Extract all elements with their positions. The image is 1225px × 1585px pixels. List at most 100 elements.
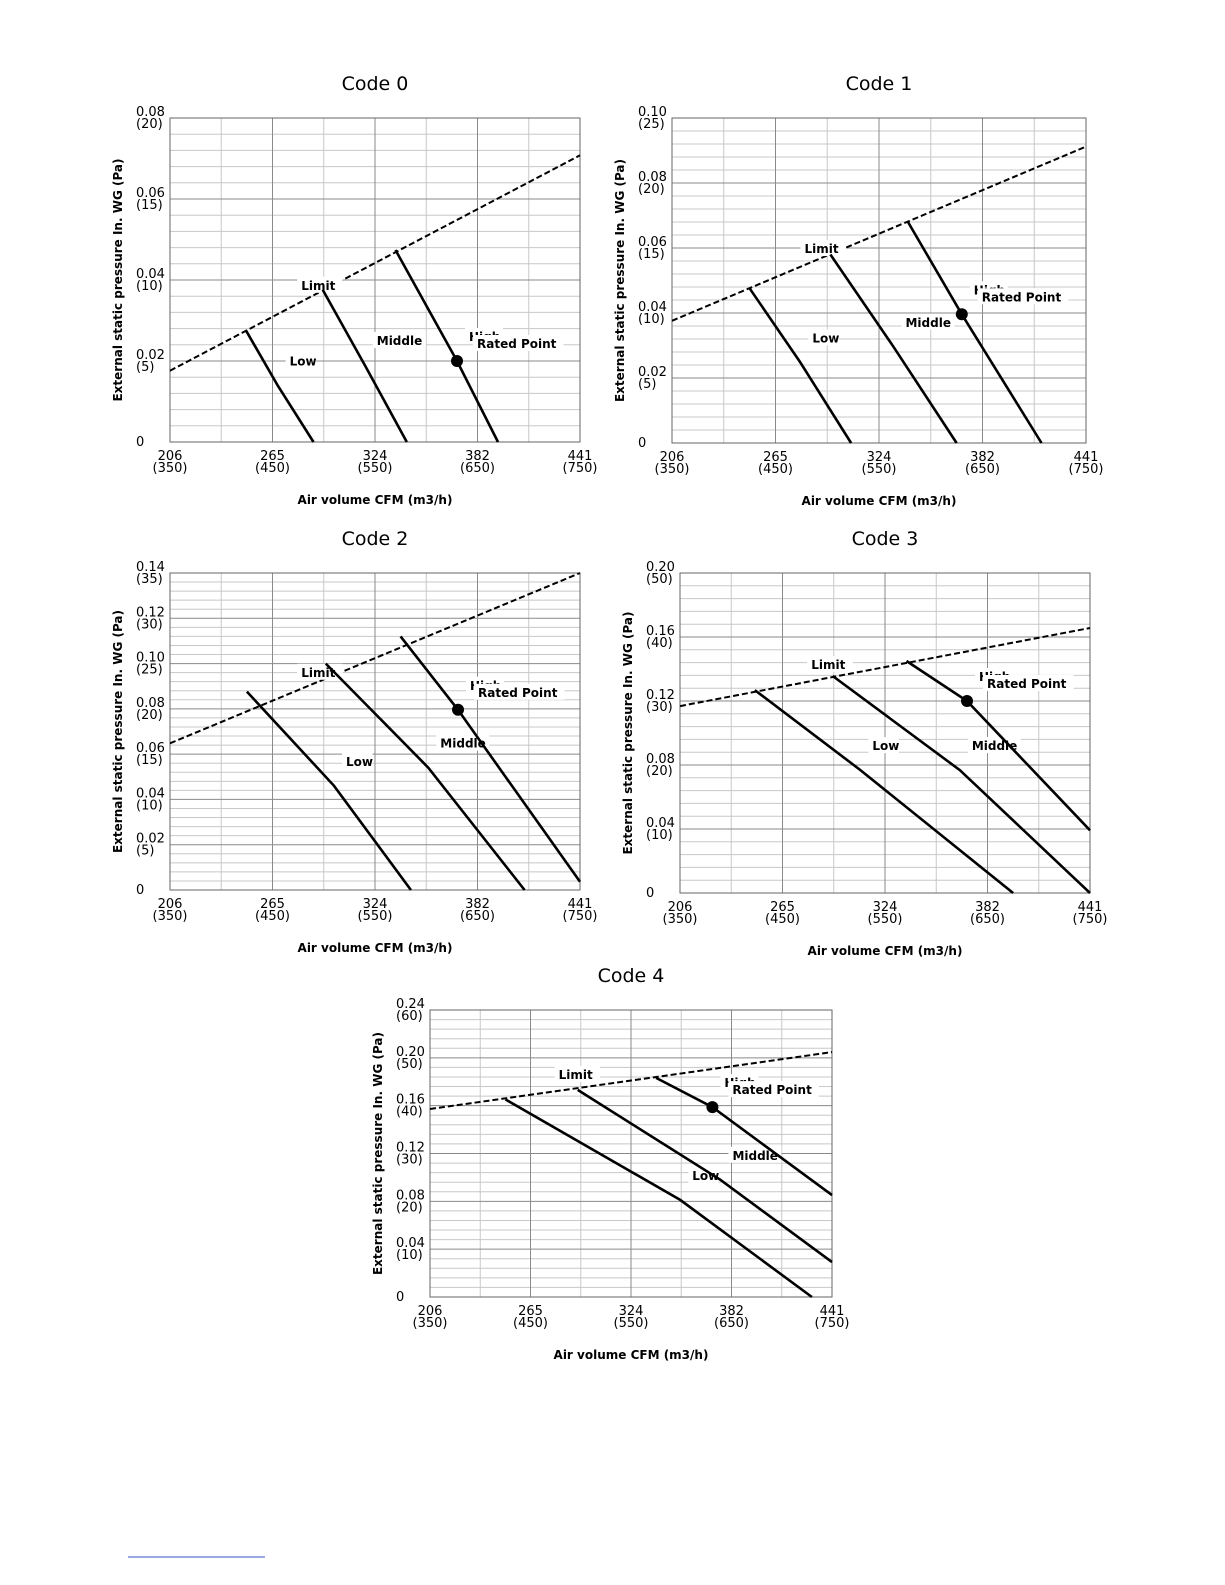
point-label: Rated Point — [478, 686, 558, 700]
series-label: Low — [692, 1169, 719, 1183]
x-tick-label: 441 (750) — [1073, 900, 1108, 927]
label-background — [473, 335, 564, 351]
series-label: Low — [346, 755, 373, 769]
x-tick-label: 206 (350) — [413, 1304, 448, 1331]
x-axis-label: Air volume CFM (m3/h) — [298, 941, 453, 955]
series-label: Limit — [301, 666, 335, 680]
y-tick-label: 0.08 (20) — [638, 170, 667, 197]
x-tick-label: 265 (450) — [255, 449, 290, 476]
x-tick-label: 382 (650) — [714, 1304, 749, 1331]
x-tick-label: 382 (650) — [460, 449, 495, 476]
y-tick-label: 0 — [638, 436, 646, 451]
label-background — [728, 1146, 782, 1163]
point-label: Rated Point — [987, 677, 1067, 691]
series-line — [754, 689, 1014, 895]
x-tick-label: 382 (650) — [970, 900, 1005, 927]
x-tick-label: 441 (750) — [563, 449, 598, 476]
y-tick-label: 0.16 (40) — [646, 624, 675, 651]
x-tick-label: 206 (350) — [153, 897, 188, 924]
chart: Code 3 0 0.04 (10) 0.08 (20) 0.12 (30) 0.16 (40) 0… — [621, 528, 1107, 958]
chart: Code 1 0 0.02 (5) 0.04 (10) 0.06 (15) 0.08 (20) 0.… — [613, 73, 1103, 508]
point-label: Rated Point — [982, 290, 1062, 304]
x-tick-label: 441 (750) — [563, 897, 598, 924]
series-line — [321, 289, 408, 443]
plot-frame — [169, 572, 581, 891]
chart: Code 2 0 0.02 (5) 0.04 (10) 0.06 (15) 0.08 (20) 0.… — [111, 528, 597, 955]
y-tick-label: 0.20 (50) — [646, 560, 675, 587]
label-background — [977, 288, 1069, 305]
series-line — [504, 1098, 813, 1299]
plot-frame — [671, 117, 1087, 444]
x-tick-label: 324 (550) — [868, 900, 903, 927]
y-tick-label: 0.10 (25) — [136, 651, 165, 678]
rated-point — [961, 695, 973, 707]
plot-frame — [169, 117, 581, 443]
y-tick-label: 0.08 (20) — [136, 696, 165, 723]
y-tick-label: 0.06 (15) — [638, 235, 667, 262]
y-tick-label: 0.08 (20) — [646, 752, 675, 779]
y-tick-label: 0.04 (10) — [136, 267, 165, 294]
series-label: Limit — [559, 1068, 593, 1082]
series-label: Middle — [377, 334, 423, 348]
y-tick-label: 0 — [396, 1290, 404, 1305]
y-axis-label: External static pressure In. WG (Pa) — [613, 159, 627, 402]
y-tick-label: 0.10 (25) — [638, 105, 667, 132]
y-axis-label: External static pressure In. WG (Pa) — [371, 1032, 385, 1275]
chart: Code 0 0 0.02 (5) 0.04 (10) 0.06 (15) 0.08 (20) 20… — [111, 73, 597, 507]
chart-title: Code 3 — [852, 528, 919, 550]
x-tick-label: 265 (450) — [765, 900, 800, 927]
y-tick-label: 0.02 (5) — [136, 832, 165, 859]
series-line — [324, 662, 526, 891]
x-tick-label: 441 (750) — [1069, 450, 1104, 477]
label-background — [868, 737, 899, 754]
x-axis-label: Air volume CFM (m3/h) — [298, 493, 453, 507]
chart-title: Code 0 — [342, 73, 409, 95]
series-line — [577, 1088, 833, 1264]
y-tick-label: 0.08 (20) — [396, 1188, 425, 1215]
point-label: Rated Point — [477, 337, 557, 351]
y-axis-label: External static pressure In. WG (Pa) — [621, 611, 635, 854]
plot-frame — [429, 1009, 833, 1298]
series-line — [169, 572, 581, 745]
series-label: Low — [812, 331, 839, 345]
rated-point — [706, 1101, 719, 1114]
rated-point — [451, 355, 463, 367]
x-axis-label: Air volume CFM (m3/h) — [802, 494, 957, 508]
y-tick-label: 0.12 (30) — [136, 605, 165, 632]
y-tick-label: 0.12 (30) — [646, 688, 675, 715]
y-axis-label: External static pressure In. WG (Pa) — [111, 610, 125, 853]
y-tick-label: 0.06 (15) — [136, 741, 165, 768]
label-background — [807, 656, 853, 673]
series-label: Limit — [804, 242, 838, 256]
x-axis-label: Air volume CFM (m3/h) — [808, 944, 963, 958]
y-tick-label: 0.08 (20) — [136, 105, 165, 132]
series-line — [829, 253, 958, 444]
x-tick-label: 324 (550) — [862, 450, 897, 477]
point-label: Rated Point — [732, 1083, 812, 1097]
y-tick-label: 0.04 (10) — [136, 786, 165, 813]
chart-title: Code 4 — [598, 965, 665, 987]
series-line — [244, 329, 315, 443]
label-background — [297, 276, 343, 293]
y-axis-label: External static pressure In. WG (Pa) — [111, 158, 125, 401]
series-line — [748, 287, 853, 444]
chart-title: Code 2 — [342, 528, 409, 550]
y-tick-label: 0.12 (30) — [396, 1141, 425, 1168]
y-tick-label: 0.02 (5) — [638, 365, 667, 392]
y-tick-label: 0 — [136, 435, 144, 450]
series-line — [831, 674, 1091, 894]
x-tick-label: 265 (450) — [513, 1304, 548, 1331]
label-background — [901, 313, 955, 330]
label-background — [474, 683, 565, 700]
label-background — [967, 737, 1021, 754]
label-background — [800, 240, 846, 257]
series-line — [169, 154, 581, 372]
label-background — [808, 329, 839, 346]
y-tick-label: 0.02 (5) — [136, 348, 165, 375]
label-background — [342, 752, 373, 769]
y-tick-label: 0 — [646, 886, 654, 901]
series-line — [671, 145, 1087, 322]
x-tick-label: 324 (550) — [358, 897, 393, 924]
series-label: Middle — [905, 316, 951, 330]
